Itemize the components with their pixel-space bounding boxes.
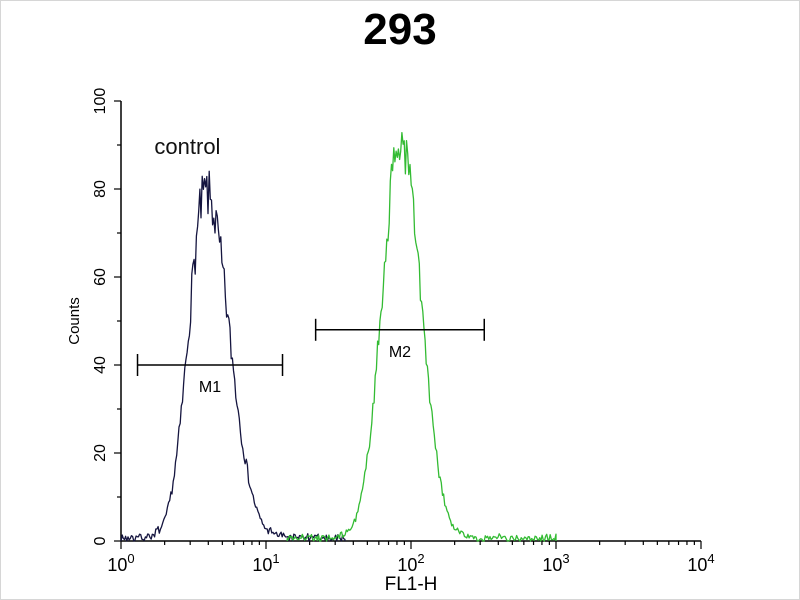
y-tick-label: 40 bbox=[92, 356, 109, 374]
x-axis-ticks bbox=[120, 541, 702, 549]
sample-curve bbox=[286, 131, 557, 542]
chart-title: 293 bbox=[363, 5, 437, 54]
x-tick-label: 104 bbox=[687, 551, 714, 575]
x-axis-label: FL1-H bbox=[385, 574, 438, 595]
marker-label-m2: M2 bbox=[389, 344, 411, 361]
marker-label-m1: M1 bbox=[199, 379, 221, 396]
y-tick-label: 0 bbox=[92, 536, 109, 545]
y-tick-label: 80 bbox=[92, 180, 109, 198]
x-tick-label: 102 bbox=[397, 551, 424, 575]
y-tick-label: 100 bbox=[92, 88, 109, 115]
annotation-control: control bbox=[154, 134, 220, 159]
x-tick-label: 101 bbox=[252, 551, 279, 575]
marker-m2: M2 bbox=[314, 318, 485, 361]
y-tick-label: 20 bbox=[92, 444, 109, 462]
axes bbox=[120, 101, 701, 542]
y-tick-label: 60 bbox=[92, 268, 109, 286]
x-axis-tick-labels: 100 101 102 103 104 bbox=[107, 551, 714, 575]
control-curve bbox=[120, 170, 346, 542]
y-axis-ticks bbox=[114, 100, 121, 542]
y-axis-label: Counts bbox=[66, 297, 83, 345]
y-axis-tick-labels: 0 20 40 60 80 100 bbox=[92, 88, 109, 546]
x-tick-label: 103 bbox=[542, 551, 569, 575]
x-tick-label: 100 bbox=[107, 551, 134, 575]
marker-m1: M1 bbox=[136, 354, 284, 396]
